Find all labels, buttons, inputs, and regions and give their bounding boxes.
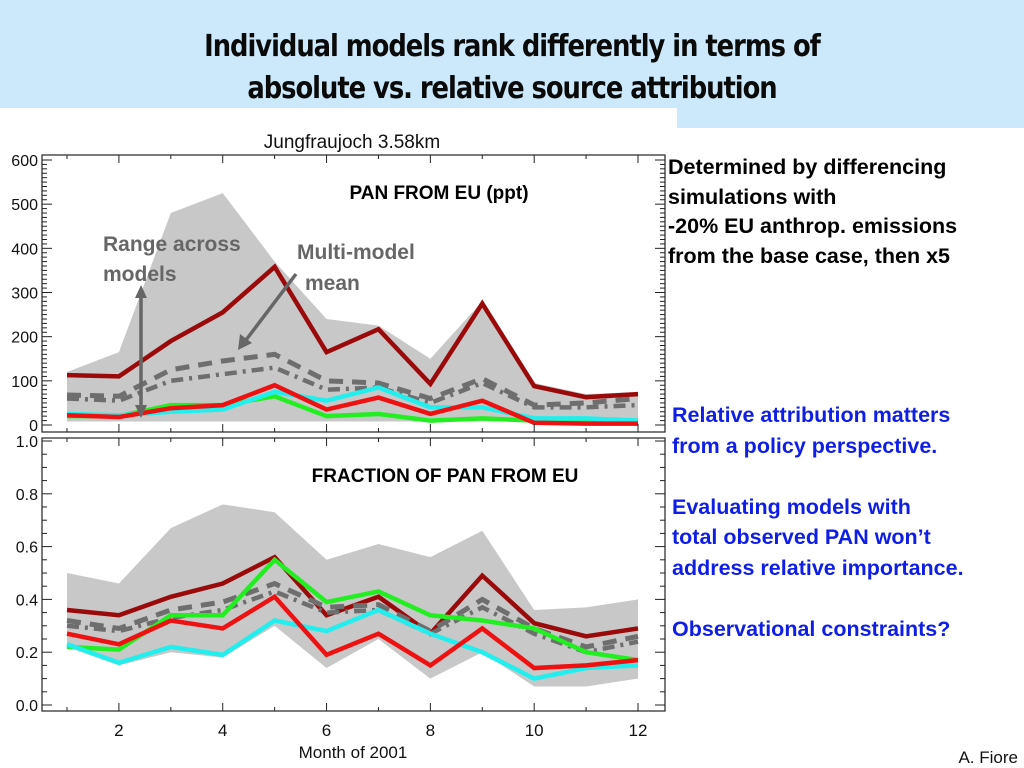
bottom-axes: 0.0 0.2 0.4 0.6 0.8 1.0 2 4 6 8 10 12 <box>16 434 666 740</box>
key-point-line: Evaluating models with <box>672 494 911 519</box>
top-y-tick-label: 300 <box>11 286 38 303</box>
method-note-line: simulations with <box>668 184 837 209</box>
key-point-line: total observed PAN won’t <box>672 525 931 549</box>
range-arrow-head-down-icon <box>135 405 147 418</box>
bottom-y-tick-label: 0.6 <box>16 540 38 557</box>
slide-title: Individual models rank differently in te… <box>72 26 953 110</box>
mean-arrow-shaft <box>244 272 298 342</box>
top-y-tick-label: 200 <box>11 330 38 347</box>
bottom-x-tick-label: 4 <box>218 721 227 740</box>
bottom-series-model-cyan <box>66 607 639 681</box>
top-y-tick-label: 400 <box>11 241 38 258</box>
key-point-line: from a policy perspective. <box>672 433 938 458</box>
bottom-y-tick-label: 0.2 <box>16 645 38 662</box>
bottom-series-multi-model-median <box>66 589 639 655</box>
bottom-series-model-red <box>66 593 639 671</box>
bottom-x-tick-label: 8 <box>426 721 435 740</box>
method-note: Determined by differencing simulations w… <box>668 153 957 271</box>
figure-title: Jungfraujoch 3.58km <box>264 132 440 153</box>
top-series-multi-model-median <box>66 365 639 410</box>
mean-annotation: Multi-model mean <box>238 241 415 350</box>
top-panel-title: PAN FROM EU (ppt) <box>349 183 528 204</box>
top-y-tick-label: 100 <box>11 374 38 391</box>
top-axes: 0 100 200 300 400 500 600 <box>11 153 666 435</box>
top-series-multi-model-mean <box>66 351 639 408</box>
top-series-model-red <box>66 382 638 426</box>
key-point-evaluating-models: Evaluating models with total observed PA… <box>672 492 964 584</box>
top-series-model-cyan <box>66 385 639 423</box>
bottom-series-model-green <box>66 556 639 663</box>
key-point-line: Observational constraints? <box>672 616 951 641</box>
bottom-x-tick-label: 6 <box>322 721 331 740</box>
bottom-y-tick-label: 0.8 <box>16 487 38 504</box>
method-note-line: -20% EU anthrop. emissions <box>668 214 958 238</box>
x-axis-label: Month of 2001 <box>299 743 408 762</box>
mean-label-line: Multi-model <box>297 241 415 264</box>
top-panel: 0 100 200 300 400 500 600 PAN FROM EU (ppt) <box>11 153 666 435</box>
key-point-relative-attribution: Relative attribution matters from a poli… <box>672 400 964 461</box>
top-series-group <box>66 263 639 426</box>
key-point-line: address relative importance. <box>672 555 964 580</box>
title-band-extension <box>677 108 1024 128</box>
top-series-model-darkred <box>66 263 639 400</box>
top-plot-frame <box>41 154 666 433</box>
bottom-x-tick-label: 2 <box>114 721 123 740</box>
method-note-line: from the base case, then x5 <box>668 243 950 268</box>
bottom-series-group <box>66 554 639 681</box>
author-credit: A. Fiore <box>958 748 1018 767</box>
method-note-line: Determined by differencing <box>668 155 947 179</box>
slide-title-line: Individual models rank differently in te… <box>204 29 821 64</box>
key-points: Relative attribution matters from a poli… <box>672 400 964 675</box>
top-y-tick-label: 0 <box>29 418 38 435</box>
bottom-y-tick-label: 0.4 <box>16 592 38 609</box>
bottom-x-tick-label: 12 <box>629 721 648 740</box>
top-y-tick-label: 600 <box>11 153 38 170</box>
range-label-line: Range across <box>103 233 241 256</box>
range-annotation: Range across models <box>103 233 241 418</box>
mean-label-line: mean <box>305 272 360 295</box>
top-y-tick-label: 500 <box>11 197 38 214</box>
range-arrow-head-up-icon <box>135 285 147 298</box>
bottom-y-tick-label: 1.0 <box>16 434 38 451</box>
key-point-observational-constraints: Observational constraints? <box>672 614 964 645</box>
bottom-plot-frame <box>41 437 666 712</box>
slide-title-line: absolute vs. relative source attribution <box>247 71 777 106</box>
bottom-x-tick-label: 10 <box>525 721 544 740</box>
mean-arrow-head-icon <box>238 334 252 350</box>
bottom-series-model-darkred <box>66 554 639 639</box>
range-label-line: models <box>103 263 177 286</box>
key-point-line: Relative attribution matters <box>672 403 951 427</box>
bottom-y-tick-label: 0.0 <box>16 698 38 715</box>
title-band <box>0 0 1024 108</box>
bottom-panel: 0.0 0.2 0.4 0.6 0.8 1.0 2 4 6 8 10 12 FRACTION OF P… <box>16 434 666 762</box>
bottom-panel-title: FRACTION OF PAN FROM EU <box>312 466 579 487</box>
